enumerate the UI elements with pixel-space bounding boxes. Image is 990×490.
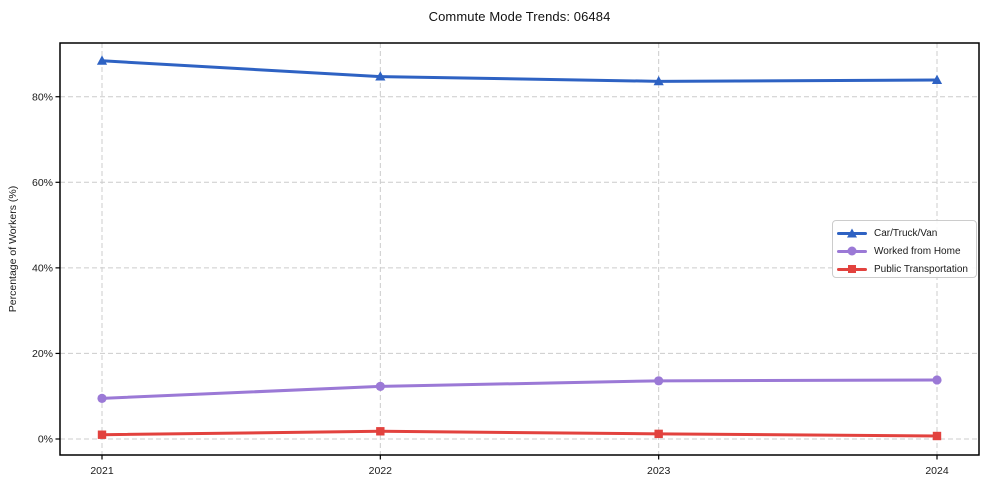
marker-triangle-car-truck-van [96, 55, 108, 65]
x-tick-label: 2024 [925, 465, 949, 477]
y-tick-label: 20% [32, 348, 53, 360]
x-tick-label: 2023 [647, 465, 671, 477]
series-line-public-transportation [100, 429, 939, 438]
marker-square-public-transportation [932, 431, 942, 441]
plot-border [59, 42, 980, 456]
marker-triangle-car-truck-van [653, 75, 664, 86]
legend-item-car-truck-van: Car/Truck/Van [837, 224, 976, 242]
legend-label-car-truck-van: Car/Truck/Van [874, 227, 938, 239]
y-tick-label: 60% [32, 177, 53, 189]
marker-square-public-transportation [376, 427, 385, 436]
marker-circle-worked-from-home [97, 393, 107, 403]
marker-triangle-car-truck-van [931, 74, 943, 84]
legend-label-public-transportation: Public Transportation [874, 263, 968, 275]
x-tick-label: 2021 [90, 465, 114, 477]
legend-line-sample-circle [837, 245, 867, 257]
y-tick-label: 0% [38, 434, 53, 446]
y-tick-label: 40% [32, 263, 53, 275]
x-tick-label: 2022 [369, 465, 393, 477]
marker-circle-worked-from-home [375, 381, 385, 391]
marker-square-public-transportation [97, 430, 107, 439]
legend-item-public-transportation: Public Transportation [837, 260, 976, 278]
chart-title: Commute Mode Trends: 06484 [428, 9, 611, 24]
legend-line-sample-square [837, 263, 867, 275]
series-line-car-truck-van [100, 59, 939, 83]
marker-circle-worked-from-home [654, 376, 664, 386]
marker-triangle-car-truck-van [375, 71, 386, 81]
y-axis-label-wrap: Percentage of Workers (%) [1, 43, 25, 455]
triangle-marker-icon [847, 228, 857, 238]
legend-line-sample-triangle [837, 227, 867, 239]
y-tick-label: 80% [32, 91, 53, 103]
legend: Car/Truck/Van Worked from Home Public Tr… [832, 220, 977, 278]
circle-marker-icon [847, 246, 857, 256]
square-marker-icon [848, 265, 856, 273]
marker-circle-worked-from-home [932, 375, 942, 385]
marker-square-public-transportation [654, 429, 663, 439]
y-axis-label: Percentage of Workers (%) [7, 185, 19, 313]
series-line-worked-from-home [100, 378, 939, 400]
legend-label-worked-from-home: Worked from Home [874, 245, 961, 257]
legend-item-worked-from-home: Worked from Home [837, 242, 976, 260]
